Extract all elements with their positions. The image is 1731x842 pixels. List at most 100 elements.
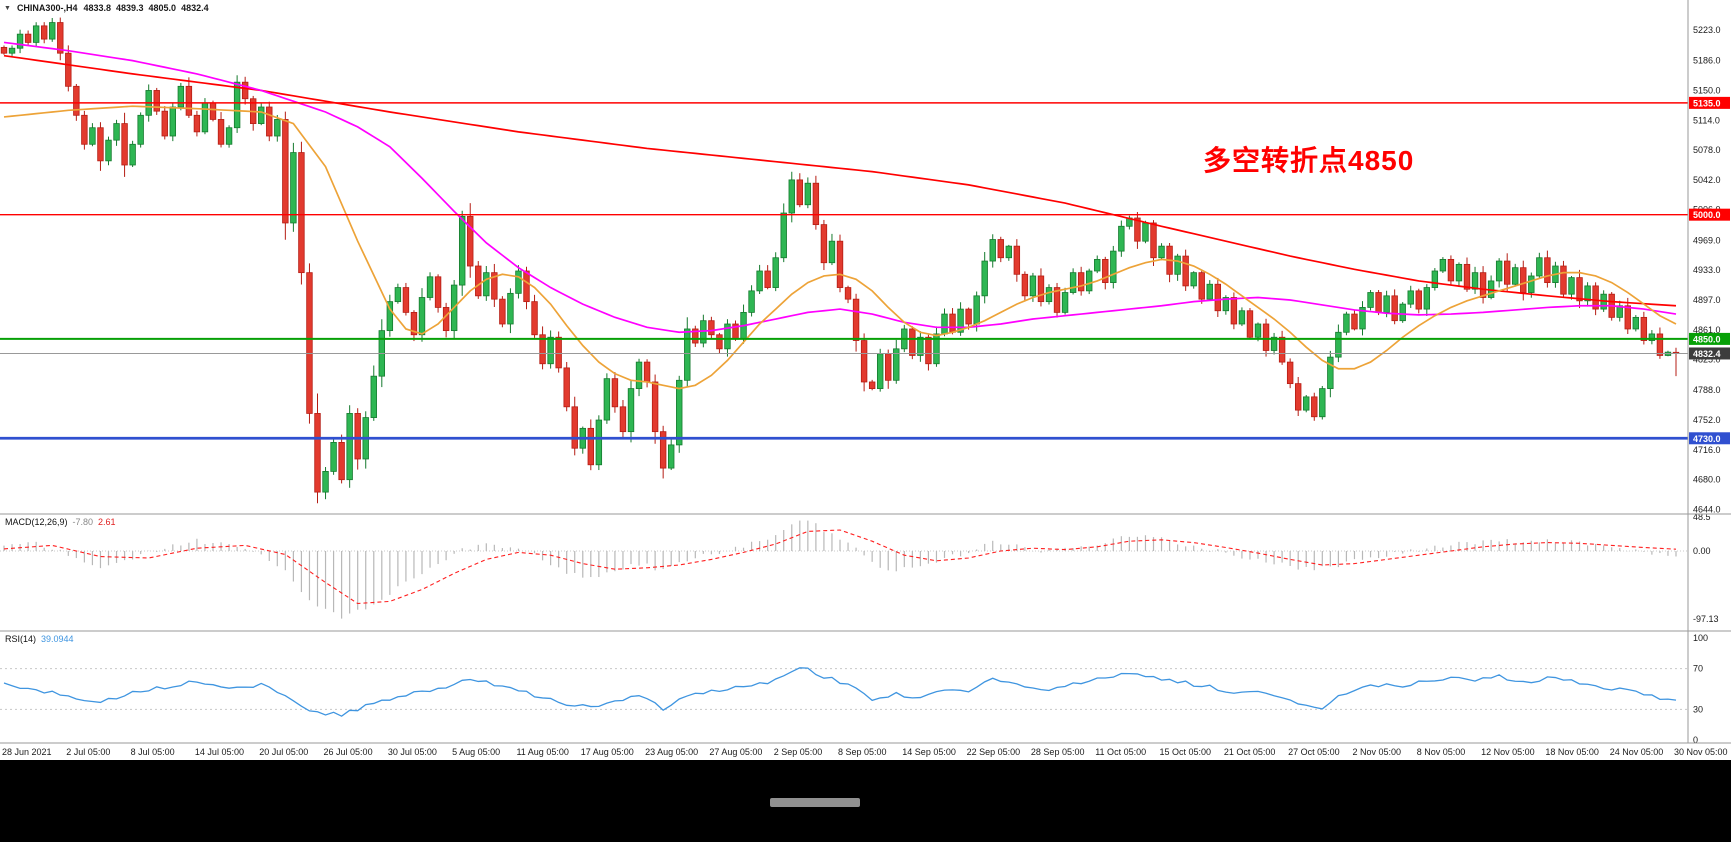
candle: [266, 106, 273, 137]
candle: [1648, 333, 1656, 341]
candle: [491, 272, 498, 300]
candle: [81, 114, 88, 145]
date-label: 12 Nov 05:00: [1481, 747, 1535, 757]
price-axis-tick: 5114.0: [1693, 115, 1720, 125]
candle: [667, 444, 675, 469]
candle: [885, 353, 892, 381]
price-axis-tick: 4788.0: [1693, 385, 1721, 395]
candle: [161, 110, 168, 137]
price-axis-tick: 4897.0: [1693, 295, 1721, 305]
candle: [1399, 303, 1406, 322]
candle: [643, 361, 651, 383]
candle: [113, 123, 120, 141]
candle: [965, 308, 972, 325]
price-axis-tick: 4969.0: [1693, 235, 1721, 245]
candle: [1158, 245, 1165, 259]
candle: [1278, 336, 1286, 363]
price-axis-tick: 5078.0: [1693, 145, 1721, 155]
candle: [611, 378, 619, 408]
candle: [852, 298, 860, 341]
date-label: 11 Aug 05:00: [516, 747, 568, 757]
candle: [1455, 263, 1463, 282]
date-label: 14 Jul 05:00: [195, 747, 244, 757]
scrollbar-thumb[interactable]: [770, 798, 860, 807]
candle: [1592, 285, 1599, 310]
candle: [659, 431, 667, 469]
ohlc-open: 4833.8: [83, 3, 111, 13]
candle: [1415, 290, 1422, 310]
date-label: 24 Nov 05:00: [1610, 747, 1664, 757]
price-tag-label: 4730.0: [1693, 434, 1721, 444]
candle: [121, 123, 128, 166]
candle: [595, 419, 603, 466]
date-label: 17 Aug 05:00: [581, 747, 634, 757]
candle: [346, 413, 353, 481]
candle: [868, 381, 876, 389]
candle: [1061, 292, 1069, 313]
candle: [1094, 258, 1101, 272]
candle: [788, 179, 795, 214]
candle: [692, 328, 699, 344]
candle: [1568, 277, 1575, 295]
candle: [1037, 275, 1045, 303]
candle: [458, 215, 466, 286]
candle: [65, 52, 72, 87]
candle: [780, 212, 787, 259]
date-label: 30 Jul 05:00: [388, 747, 437, 757]
chart-annotation-text[interactable]: 多空转折点4850: [1203, 145, 1415, 176]
candle: [1214, 283, 1222, 312]
candle: [941, 313, 948, 335]
candle: [563, 367, 570, 408]
candle: [1029, 275, 1037, 297]
price-axis-tick: 4716.0: [1693, 445, 1721, 455]
symbol-dropdown-icon[interactable]: ▼: [4, 4, 11, 12]
candle: [1102, 258, 1109, 283]
candle: [330, 442, 337, 472]
candle: [764, 270, 771, 288]
candle: [627, 388, 635, 433]
candle: [129, 143, 136, 166]
candle: [1150, 222, 1157, 259]
candle: [1230, 297, 1238, 325]
rsi-indicator-label: RSI(14) 39.0944: [5, 634, 74, 644]
candle: [1471, 272, 1479, 290]
candle: [635, 361, 643, 389]
candle: [1246, 310, 1254, 338]
price-tag: [1689, 332, 1730, 345]
candle: [177, 85, 185, 108]
candle: [73, 85, 80, 116]
candle: [57, 22, 64, 54]
date-label: 11 Oct 05:00: [1095, 747, 1146, 757]
candle: [338, 442, 345, 481]
candle: [1367, 292, 1374, 308]
rsi-line: [3, 667, 1677, 717]
candle: [989, 239, 996, 262]
candle: [651, 381, 659, 433]
candle: [555, 336, 562, 369]
candle: [322, 471, 329, 493]
candle: [796, 179, 804, 206]
candle: [1021, 273, 1029, 297]
candle: [1560, 265, 1567, 295]
candle: [507, 292, 514, 325]
candle: [1335, 331, 1342, 358]
candle: [949, 313, 956, 333]
candle: [893, 348, 900, 381]
candle: [619, 406, 627, 433]
candle: [1479, 272, 1487, 298]
candle: [314, 413, 321, 493]
candle: [1495, 260, 1503, 282]
candle: [1536, 257, 1543, 277]
macd-axis-tick: 0.00: [1693, 546, 1711, 556]
candle: [475, 265, 482, 297]
candle: [828, 240, 836, 264]
price-axis-tick: 5042.0: [1693, 175, 1721, 185]
candle: [1584, 285, 1591, 302]
candle: [0, 46, 8, 54]
price-tag-label: 4850.0: [1693, 334, 1721, 344]
candle: [1503, 260, 1511, 285]
candle: [603, 378, 611, 421]
candle: [426, 276, 434, 298]
price-tag: [1689, 96, 1730, 109]
